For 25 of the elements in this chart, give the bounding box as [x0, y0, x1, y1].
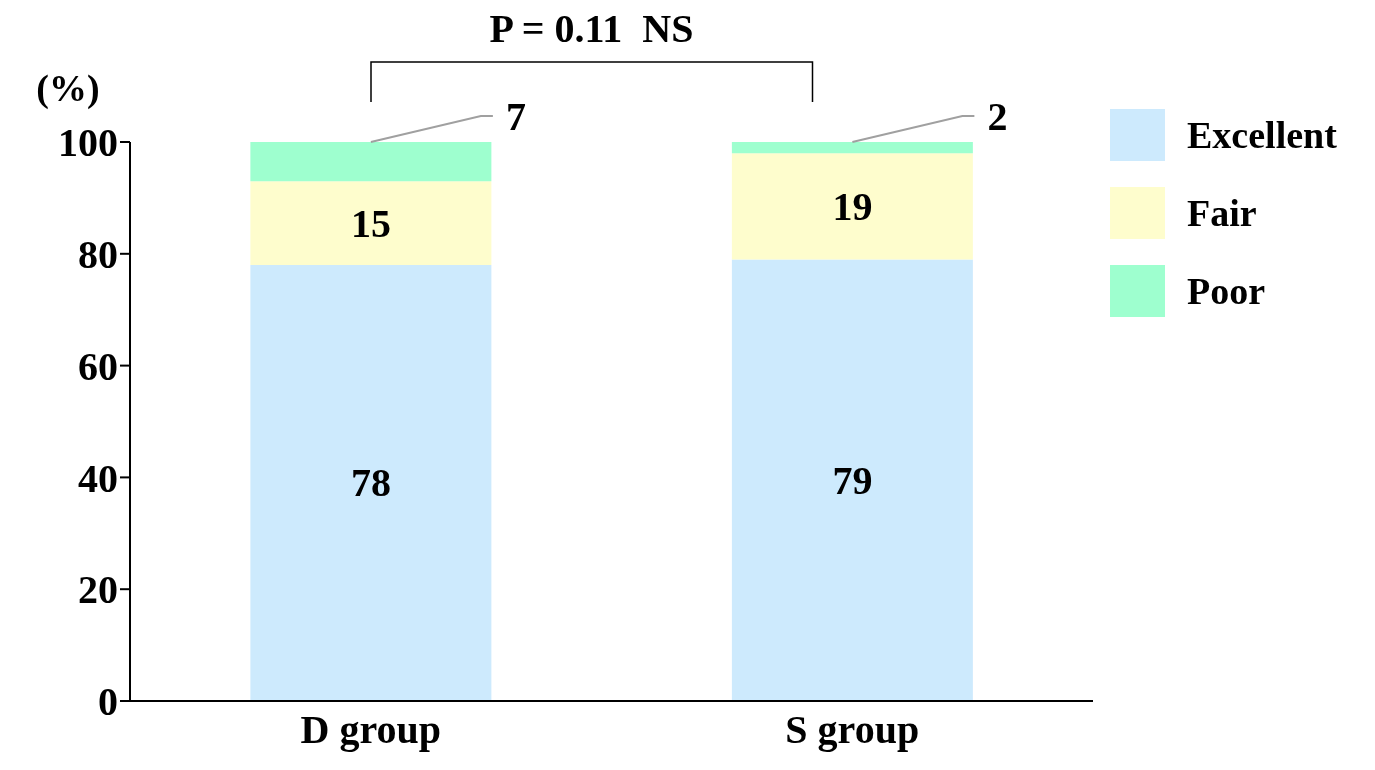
y-tick-label: 0	[98, 679, 118, 725]
x-tick-label: S group	[785, 707, 920, 753]
text: P = 0.11 NS	[489, 5, 694, 51]
x-tick-label: D group	[300, 707, 441, 753]
bar	[731, 142, 973, 154]
data-label: 79	[832, 457, 873, 503]
bar	[250, 142, 492, 182]
y-tick-label: 40	[78, 455, 118, 501]
data-label: 78	[350, 460, 391, 506]
legend-label: Excellent	[1187, 113, 1337, 157]
data-label: 2	[987, 93, 1008, 139]
data-label: 15	[350, 200, 391, 246]
legend-label: Fair	[1187, 191, 1257, 235]
bar	[250, 181, 492, 265]
bar	[731, 153, 973, 260]
y-tick-label: 80	[78, 232, 118, 277]
bar	[250, 264, 492, 701]
y-tick-label: 60	[78, 343, 118, 389]
bar	[731, 259, 973, 701]
legend-label: Poor	[1187, 269, 1266, 313]
data-label: 19	[832, 183, 873, 229]
y-tick-label: 100	[58, 120, 118, 166]
y-axis-title: (%)	[36, 67, 100, 110]
y-tick-label: 20	[78, 567, 118, 613]
data-label: 7	[505, 93, 526, 139]
